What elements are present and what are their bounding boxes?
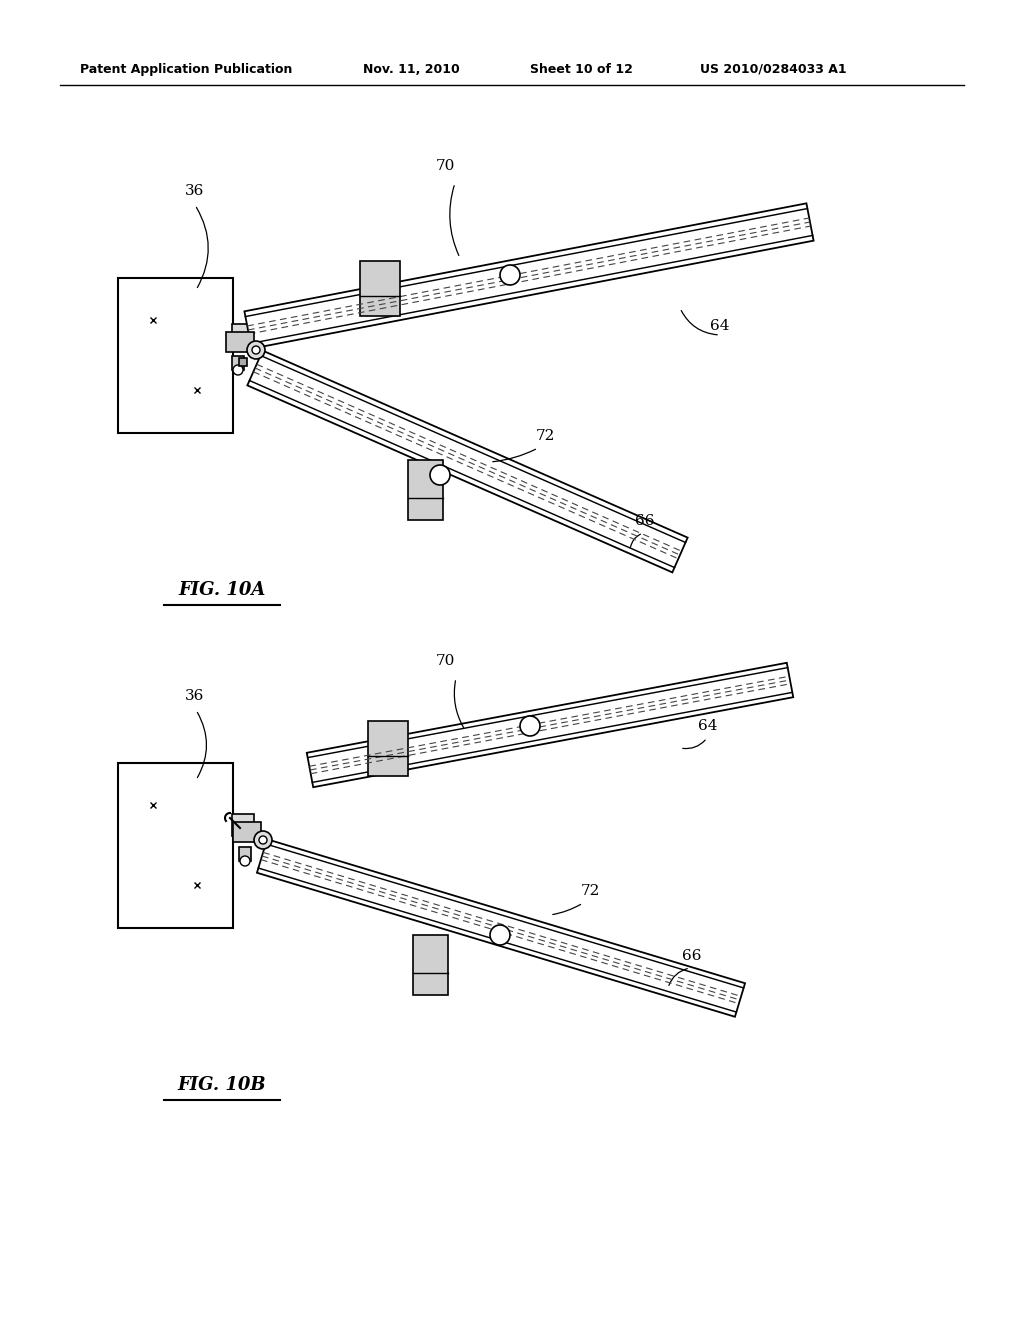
Polygon shape [307, 663, 794, 787]
Text: 36: 36 [185, 183, 205, 198]
Bar [360, 260, 400, 315]
Text: 72: 72 [536, 429, 555, 444]
Text: 70: 70 [435, 653, 455, 668]
Text: 72: 72 [581, 884, 600, 898]
Circle shape [520, 715, 540, 737]
Bar [408, 459, 442, 520]
Text: FIG. 10B: FIG. 10B [178, 1076, 266, 1094]
Text: Patent Application Publication: Patent Application Publication [80, 63, 293, 77]
Bar [233, 822, 261, 842]
Polygon shape [245, 203, 814, 348]
Bar [239, 358, 247, 366]
Bar [231, 323, 254, 346]
Circle shape [500, 265, 520, 285]
Circle shape [254, 832, 272, 849]
Text: 66: 66 [682, 949, 701, 964]
Bar [226, 333, 254, 352]
Polygon shape [257, 840, 745, 1016]
Circle shape [247, 341, 265, 359]
Polygon shape [248, 351, 688, 573]
Circle shape [233, 366, 243, 375]
Bar [118, 763, 232, 928]
Text: 70: 70 [435, 158, 455, 173]
Bar [239, 847, 251, 861]
Text: Sheet 10 of 12: Sheet 10 of 12 [530, 63, 633, 77]
Text: FIG. 10A: FIG. 10A [178, 581, 265, 599]
Bar [231, 814, 254, 836]
Bar [368, 721, 408, 776]
Bar [232, 356, 244, 370]
Circle shape [252, 346, 260, 354]
Text: 64: 64 [698, 719, 718, 733]
Text: 36: 36 [185, 689, 205, 704]
Circle shape [240, 855, 250, 866]
Text: 66: 66 [635, 513, 654, 528]
Text: Nov. 11, 2010: Nov. 11, 2010 [362, 63, 460, 77]
Circle shape [259, 836, 267, 843]
Text: 64: 64 [711, 319, 730, 333]
Bar [413, 935, 447, 995]
Bar [118, 277, 232, 433]
Text: US 2010/0284033 A1: US 2010/0284033 A1 [700, 63, 847, 77]
Circle shape [430, 465, 450, 484]
Circle shape [490, 925, 510, 945]
